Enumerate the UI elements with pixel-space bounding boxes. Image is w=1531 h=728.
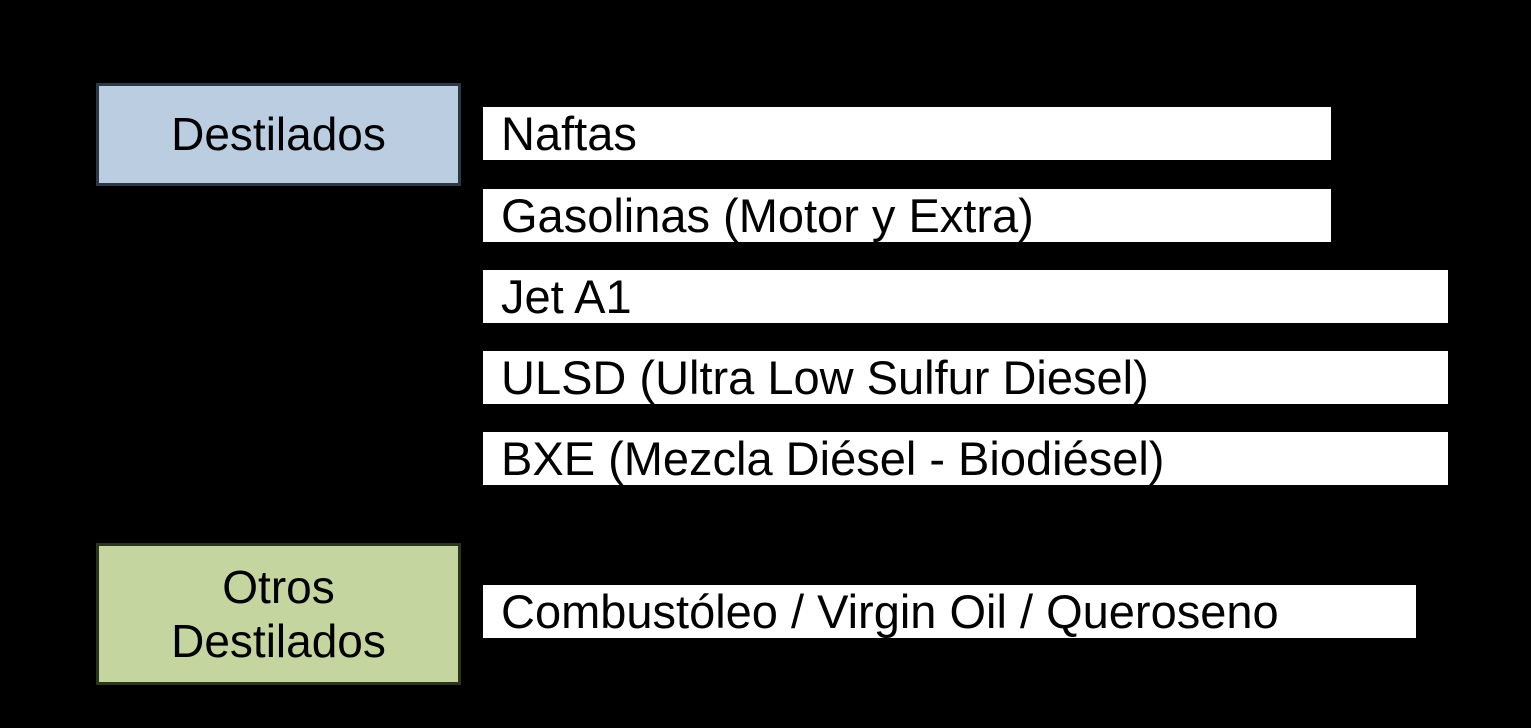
item-label-naftas: Naftas — [501, 107, 637, 160]
item-label-gasolinas: Gasolinas (Motor y Extra) — [501, 189, 1034, 242]
group-box-otros-destilados: Otros Destilados — [96, 543, 461, 685]
group-box-destilados: Destilados — [96, 83, 461, 186]
item-label-combustoleo: Combustóleo / Virgin Oil / Queroseno — [501, 585, 1279, 638]
item-bar-naftas: Naftas — [483, 107, 1331, 160]
item-bar-combustoleo: Combustóleo / Virgin Oil / Queroseno — [483, 585, 1416, 638]
item-label-jet-a1: Jet A1 — [501, 270, 632, 323]
item-label-bxe: BXE (Mezcla Diésel - Biodiésel) — [501, 432, 1165, 485]
group-label-otros-destilados: Otros Destilados — [171, 560, 386, 667]
item-bar-jet-a1: Jet A1 — [483, 270, 1448, 323]
item-bar-ulsd: ULSD (Ultra Low Sulfur Diesel) — [483, 351, 1448, 404]
item-label-ulsd: ULSD (Ultra Low Sulfur Diesel) — [501, 351, 1149, 404]
item-bar-gasolinas: Gasolinas (Motor y Extra) — [483, 189, 1331, 242]
group-label-destilados: Destilados — [171, 108, 386, 161]
item-bar-bxe: BXE (Mezcla Diésel - Biodiésel) — [483, 432, 1448, 485]
